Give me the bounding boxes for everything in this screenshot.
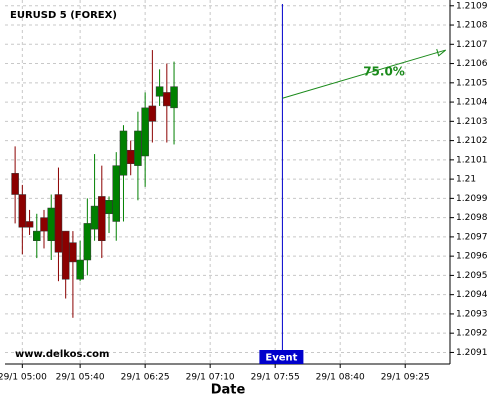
- y-tick-label: 1.2109: [456, 1, 488, 11]
- x-tick-label: 29/1 07:10: [186, 373, 235, 383]
- y-tick-label: 1.2105: [456, 78, 488, 88]
- x-tick-label: 29/1 08:40: [316, 373, 365, 383]
- x-tick-label: 29/1 05:40: [56, 373, 105, 383]
- forecast-label: 75.0%: [363, 65, 405, 79]
- candle-body: [90, 205, 99, 230]
- y-tick-label: 1.2098: [456, 213, 488, 223]
- x-tick-label: 29/1 05:00: [0, 373, 47, 383]
- y-tick-label: 1.2091: [456, 348, 488, 358]
- candle-body: [170, 86, 178, 109]
- candle-body: [40, 217, 48, 232]
- y-tick-label: 1.2096: [456, 252, 488, 262]
- candle-body: [11, 173, 19, 195]
- x-tick-label: 29/1 07:55: [251, 373, 300, 383]
- candle-body: [112, 165, 120, 222]
- candle-body: [18, 194, 27, 228]
- candle-body: [61, 230, 70, 280]
- y-tick-label: 1.2097: [456, 232, 488, 242]
- forecast-arrowhead: [436, 48, 446, 57]
- candle-body: [163, 92, 171, 107]
- y-tick-label: 1.2092: [456, 329, 488, 339]
- candle-body: [98, 196, 106, 241]
- x-tick-label: 29/1 06:25: [121, 373, 170, 383]
- y-tick-label: 1.2099: [456, 194, 488, 204]
- y-tick-label: 1.2108: [456, 21, 488, 31]
- candle-body: [134, 130, 142, 166]
- y-tick-label: 1.2102: [456, 136, 488, 146]
- forecast-arrow: [282, 49, 446, 99]
- event-label: Event: [265, 353, 297, 364]
- watermark: www.delkos.com: [15, 349, 109, 360]
- candle-body: [155, 86, 164, 97]
- x-tick-label: 29/1 09:25: [381, 373, 430, 383]
- candle-body: [69, 242, 77, 263]
- event-label-box: [259, 350, 304, 364]
- candle-body: [25, 221, 34, 228]
- candle-body: [76, 259, 84, 280]
- y-tick-label: 1.2095: [456, 271, 488, 281]
- candle-body: [105, 200, 113, 215]
- grid: [5, 0, 450, 364]
- candle-body: [119, 130, 128, 176]
- candle-body: [148, 105, 157, 122]
- y-tick-label: 1.2106: [456, 59, 488, 69]
- y-tick-label: 1.2094: [456, 290, 488, 300]
- candle-body: [141, 107, 149, 157]
- x-axis-label: Date: [211, 383, 246, 398]
- chart-title: EURUSD 5 (FOREX): [10, 10, 117, 21]
- y-tick-label: 1.2104: [456, 98, 488, 108]
- candle-body: [126, 149, 135, 164]
- y-tick-label: 1.2101: [456, 155, 488, 165]
- y-tick-label: 1.2093: [456, 309, 488, 319]
- y-tick-label: 1.2107: [456, 40, 488, 50]
- candle-body: [83, 223, 92, 261]
- marks: [11, 50, 178, 318]
- candle-body: [54, 194, 63, 253]
- candle-body: [33, 230, 41, 241]
- candle-body: [47, 207, 55, 241]
- y-tick-label: 1.2103: [456, 117, 488, 127]
- y-tick-label: 1.21: [456, 175, 476, 185]
